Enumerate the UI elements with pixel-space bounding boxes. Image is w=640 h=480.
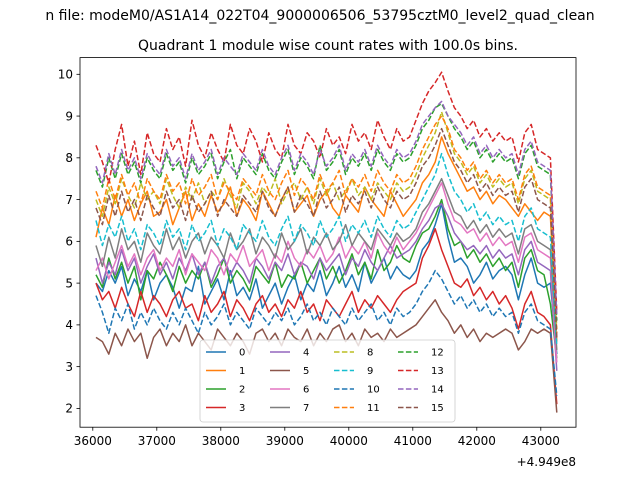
series-line-2 xyxy=(95,198,558,359)
y-tick-label: 7 xyxy=(65,193,73,207)
x-offset-label: +4.949e8 xyxy=(517,455,576,469)
x-axis: 36000 37000 38000 39000 40000 41000 42000 43000 xyxy=(74,427,560,448)
series-line-4 xyxy=(95,203,558,371)
legend-label-13: 13 xyxy=(431,366,444,377)
y-tick-label: 5 xyxy=(65,276,73,290)
y-tick-label: 6 xyxy=(65,235,73,249)
series-line-6 xyxy=(95,182,558,363)
series-line-13 xyxy=(95,71,558,313)
series-line-0 xyxy=(95,203,558,355)
y-tick-label: 2 xyxy=(65,402,73,416)
series-line-10 xyxy=(95,269,558,396)
y-tick-label: 3 xyxy=(65,360,73,374)
legend-label-11: 11 xyxy=(367,403,380,414)
legend-label-10: 10 xyxy=(367,385,380,396)
series-line-12 xyxy=(95,102,558,321)
x-tick-label: 37000 xyxy=(138,434,176,448)
series-line-7 xyxy=(95,177,558,350)
y-tick-label: 9 xyxy=(65,109,73,123)
x-tick-label: 40000 xyxy=(330,434,368,448)
y-tick-label: 10 xyxy=(58,68,73,82)
legend-label-5: 5 xyxy=(303,366,309,377)
x-tick-label: 42000 xyxy=(458,434,496,448)
x-tick-label: 38000 xyxy=(202,434,240,448)
y-tick-label: 8 xyxy=(65,151,73,165)
series-line-8 xyxy=(95,111,558,330)
series-layer xyxy=(95,71,558,413)
y-axis: 2 3 4 5 6 7 8 9 10 xyxy=(58,68,80,416)
legend-label-8: 8 xyxy=(367,348,373,359)
legend-label-0: 0 xyxy=(239,348,245,359)
figure-suptitle: n file: modeM0/AS1A14_022T04_9000006506_… xyxy=(45,8,594,24)
series-line-15 xyxy=(95,127,558,338)
chart-title: Quadrant 1 module wise count rates with … xyxy=(138,38,518,54)
series-line-14 xyxy=(95,100,558,317)
legend-label-1: 1 xyxy=(239,366,245,377)
series-line-9 xyxy=(95,152,558,346)
legend-label-9: 9 xyxy=(367,366,373,377)
legend-box xyxy=(199,339,456,423)
x-tick-label: 36000 xyxy=(74,434,112,448)
x-tick-label: 41000 xyxy=(394,434,432,448)
legend-label-4: 4 xyxy=(303,348,309,359)
series-line-11 xyxy=(95,115,558,334)
x-tick-label: 43000 xyxy=(522,434,560,448)
legend-label-12: 12 xyxy=(431,348,444,359)
y-tick-label: 4 xyxy=(65,318,73,332)
series-line-3 xyxy=(95,228,558,405)
legend-label-2: 2 xyxy=(239,385,245,396)
legend-label-6: 6 xyxy=(303,385,309,396)
legend-label-3: 3 xyxy=(239,403,245,414)
legend-label-15: 15 xyxy=(431,403,444,414)
axes-frame xyxy=(79,57,577,428)
legend-label-14: 14 xyxy=(431,385,444,396)
legend-label-7: 7 xyxy=(303,403,309,414)
x-tick-label: 39000 xyxy=(266,434,304,448)
